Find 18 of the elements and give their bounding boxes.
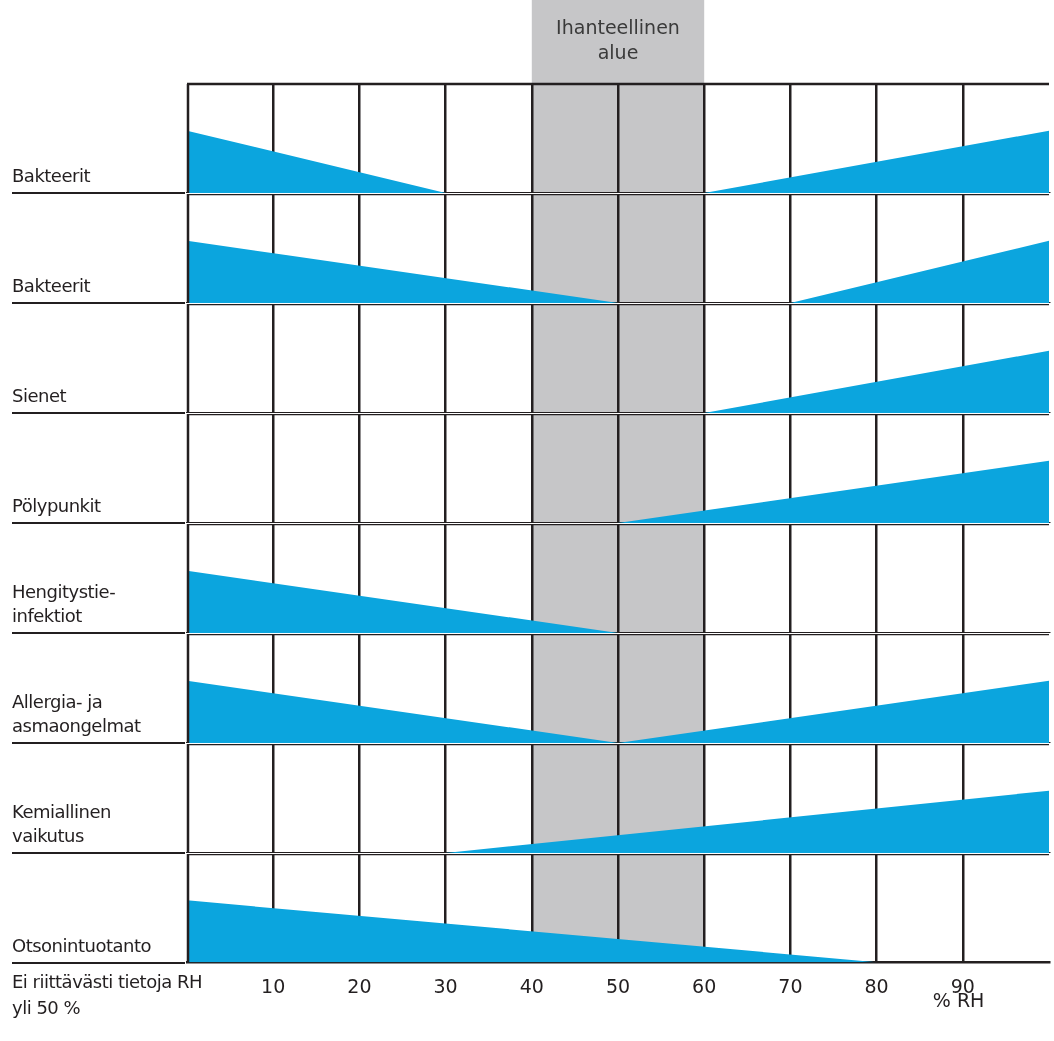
x-tick-label: 80 [864,974,889,997]
x-tick-label: 50 [605,974,631,997]
y-axis-title: Bakteerit [12,194,185,304]
x-tick-label: 20 [347,974,372,997]
x-tick-label: 70 [778,974,803,997]
y-axis-title: Otsonintuotanto [12,854,185,964]
y-axis-title: Hengitystie-infektiot [12,524,185,634]
y-axis-title: Pölypunkit [12,414,185,524]
x-tick-label: 10 [261,974,286,997]
text: Ei riittävästi tietoja RH yli 50 % [12,970,203,1020]
y-axis-title: Kemiallinen vaikutus [12,744,185,854]
x-tick-label: 60 [692,974,717,997]
x-tick-label: 40 [519,974,544,997]
x-tick-label: 30 [433,974,458,997]
y-axis-title: Allergia- ja asmaongelmat [12,634,185,744]
band-label: Ihanteellinen alue [556,16,680,64]
y-axis-title: Sienet [12,304,185,414]
y-axis-title: Bakteerit [12,84,185,194]
